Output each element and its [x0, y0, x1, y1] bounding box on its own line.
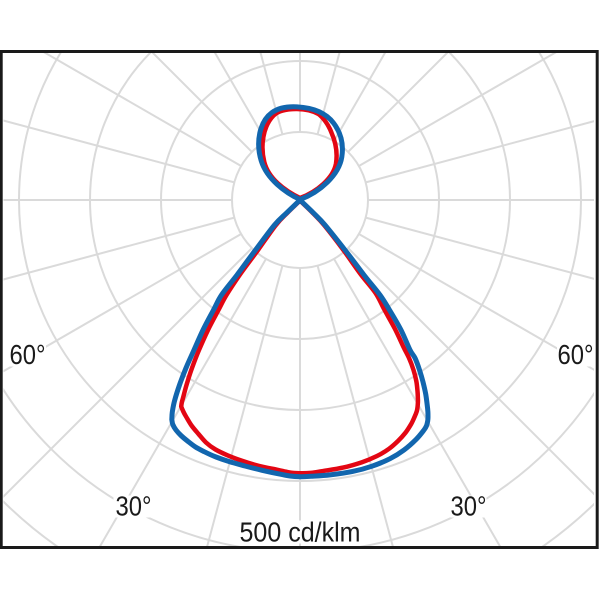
svg-text:30°: 30° [451, 491, 487, 522]
svg-text:60°: 60° [558, 339, 594, 370]
svg-text:60°: 60° [10, 339, 46, 370]
svg-text:500 cd/klm: 500 cd/klm [240, 517, 361, 548]
svg-text:30°: 30° [116, 491, 152, 522]
